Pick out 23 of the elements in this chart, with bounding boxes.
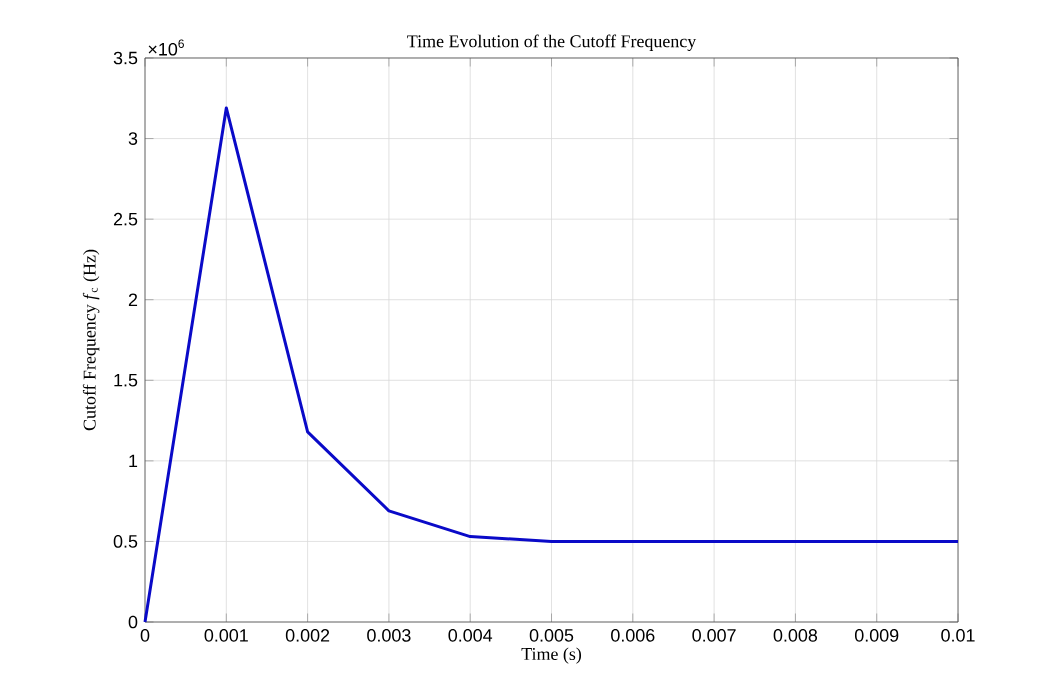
x-tick-label: 0.005	[529, 629, 574, 642]
x-tick-label: 0.003	[367, 629, 411, 642]
y-axis-title: Cutoff Frequency f$_{c}$ (Hz)	[82, 249, 100, 431]
y-tick-label: 0.5	[113, 535, 138, 548]
y-tick-label: 3	[128, 132, 138, 145]
x-tick-label: 0.008	[773, 629, 818, 642]
x-tick-label: 0.009	[854, 629, 899, 642]
chart-title: Time Evolution of the Cutoff Frequency	[407, 34, 697, 52]
y-tick-label: 2.5	[113, 212, 138, 226]
x-tick-label: 0.002	[285, 629, 330, 642]
text: ×10$^{6}$	[148, 39, 184, 56]
x-tick-label: 0.004	[448, 629, 493, 642]
y-tick-label: 1.5	[114, 374, 138, 387]
x-axis-title: Time (s)	[521, 647, 582, 664]
x-tick-label: 0	[140, 629, 150, 642]
y-tick-label: 1	[129, 454, 138, 468]
y-tick-label: 0	[128, 615, 138, 629]
x-tick-label: 0.006	[611, 629, 655, 642]
y-tick-label: 3.5	[113, 51, 138, 65]
x-tick-label: 0.001	[204, 629, 248, 642]
y-tick-label: 2	[128, 293, 138, 306]
x-tick-label: 0.007	[692, 629, 736, 642]
x-tick-label: 0.01	[941, 629, 975, 642]
